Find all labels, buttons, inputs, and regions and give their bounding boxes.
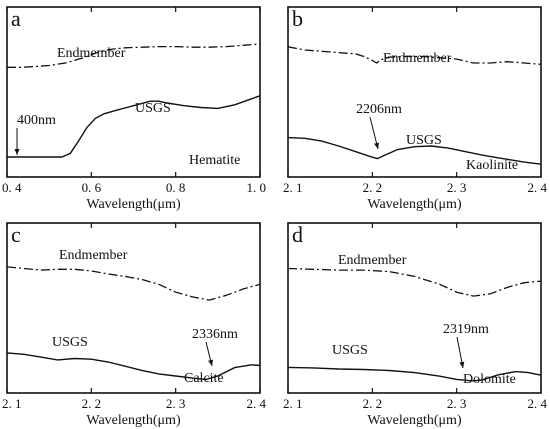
annotation-label: 400nm [17,113,56,128]
x-tick-label: 1. 0 [247,180,267,195]
x-tick-label: 2. 2 [82,396,102,411]
series-usgs-line [287,136,542,165]
panel-b: 2. 1 2. 2 2. 3 2. 4 Wavelength(μm) b Endmember… [283,6,548,212]
panel-frame [287,222,542,394]
x-axis-label: Wavelength(μm) [367,413,462,428]
series-label-endmember: Endmember [57,46,126,61]
x-tick-label: 0. 8 [166,180,186,195]
panel-letter: d [292,222,303,247]
series-endmember-line [7,43,261,68]
annotation-label: 2319nm [443,322,489,337]
annotation-label: 2336nm [192,327,238,342]
x-tick-label: 2. 1 [283,180,303,195]
series-usgs-line [6,352,261,381]
mineral-label: Dolomite [463,372,516,387]
annotation-arrow-head [459,361,465,368]
x-axis-label: Wavelength(μm) [86,197,181,212]
x-tick-label: 2. 3 [166,396,186,411]
series-label-usgs: USGS [52,335,88,350]
x-tick-label: 2. 4 [247,396,267,411]
panel-frame [6,6,261,178]
series-endmember-line [6,266,261,301]
x-tick-label: 2. 2 [363,396,383,411]
series-endmember-line [287,267,542,297]
x-tick-label: 2. 3 [447,180,467,195]
panel-letter: a [11,6,21,31]
panel-a: 0. 4 0. 6 0. 8 1. 0 Wavelength(μm) a Endmember… [2,6,266,212]
x-tick-label: 2. 3 [447,396,467,411]
x-tick-label: 0. 6 [82,180,102,195]
series-label-usgs: USGS [332,343,368,358]
annotation-label: 2206nm [356,102,402,117]
panel-frame [6,222,261,394]
series-endmember-line [287,46,542,65]
annotation-arrow-head [374,142,379,149]
x-tick-label: 2. 4 [528,180,548,195]
panel-letter: b [292,6,303,31]
x-tick-label: 2. 2 [363,180,383,195]
series-usgs-line [287,366,542,382]
mineral-label: Calcite [184,371,224,386]
panel-c: 2. 1 2. 2 2. 3 2. 4 Wavelength(μm) c Endmember… [2,222,267,428]
x-tick-label: 0. 4 [2,180,22,195]
mineral-label: Hematite [189,153,240,168]
x-tick-label: 2. 4 [528,396,548,411]
series-label-endmember: Endmember [59,248,128,263]
x-tick-label: 2. 1 [2,396,22,411]
series-label-endmember: Endmember [383,51,452,66]
panel-frame [287,6,542,178]
annotation-arrow-head [208,359,213,366]
x-axis-label: Wavelength(μm) [86,413,181,428]
series-label-endmember: Endmember [338,253,407,268]
x-tick-label: 2. 1 [283,396,303,411]
panel-d: 2. 1 2. 2 2. 3 2. 4 Wavelength(μm) d Endmember… [283,222,548,428]
annotation-arrow-head [14,149,20,155]
mineral-label: Kaolinite [466,158,518,173]
series-label-usgs: USGS [135,101,171,116]
series-label-usgs: USGS [406,133,442,148]
x-axis-label: Wavelength(μm) [367,197,462,212]
panel-letter: c [11,222,21,247]
series-usgs-line [7,95,261,158]
